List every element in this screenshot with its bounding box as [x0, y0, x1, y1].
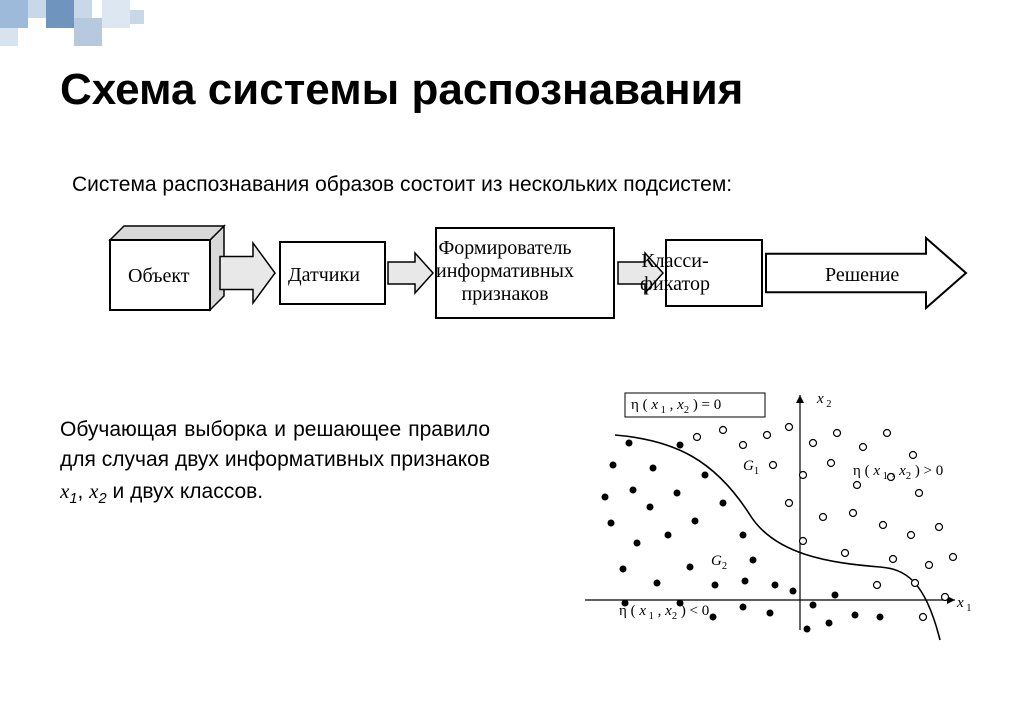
body-var1: x: [60, 479, 69, 503]
plot-label-gt0: η ( x 1 , x2 ) > 0: [853, 463, 943, 482]
plot-axis-x1: x 1: [957, 595, 972, 614]
body-sub1: 1: [69, 491, 77, 507]
body-var2: x: [89, 479, 98, 503]
body-sub2: 2: [99, 491, 107, 507]
block-sensors-label: Датчики: [288, 264, 360, 287]
plot-svg: [545, 385, 985, 645]
body-prefix: Обучающая выборка и решающее правило для…: [60, 418, 490, 471]
block-classifier-label: Класси-фикатор: [630, 250, 720, 296]
block-object-label: Объект: [128, 265, 190, 288]
body-sep: ,: [78, 480, 90, 503]
page-title: Схема системы распознавания: [60, 65, 743, 115]
body-suffix: и двух классов.: [107, 480, 263, 503]
block-features-label: Формировательинформативныхпризнаков: [420, 237, 590, 306]
flow-diagram: Объект Датчики Формировательинформативны…: [60, 210, 980, 330]
plot-label-g2: G2: [711, 553, 727, 572]
corner-decoration: [0, 0, 200, 50]
plot-label-g1: G1: [743, 458, 759, 477]
plot-label-lt0: η ( x 1 , x2 ) < 0: [619, 603, 709, 622]
plot-axis-x2: x 2: [817, 391, 832, 410]
plot-label-eq0: η ( x 1 , x2 ) = 0: [631, 397, 721, 416]
page-subtitle: Система распознавания образов состоит из…: [72, 173, 732, 197]
scatter-plot: η ( x 1 , x2 ) = 0 x 2 x 1 G1 G2 η ( x 1…: [545, 385, 985, 645]
block-decision-label: Решение: [825, 264, 899, 287]
body-paragraph: Обучающая выборка и решающее правило для…: [60, 415, 490, 510]
